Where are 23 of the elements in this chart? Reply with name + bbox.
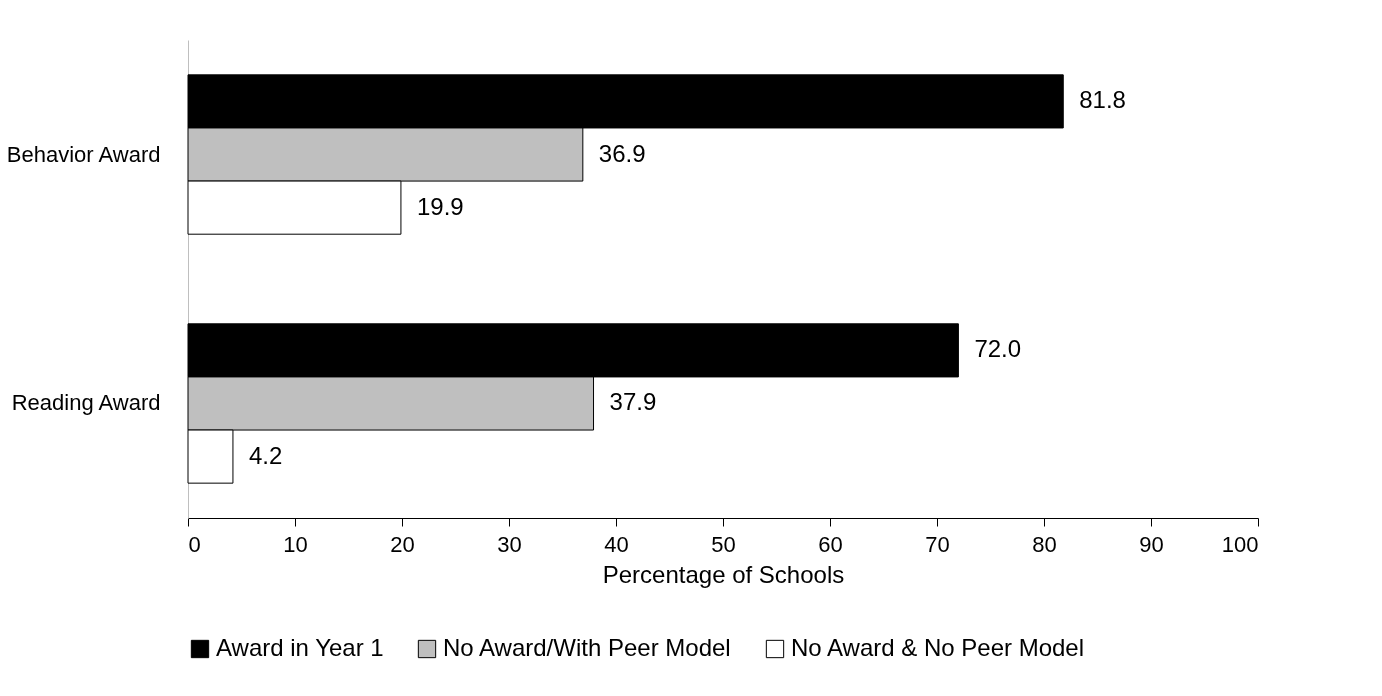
x-tick-label: 10 <box>283 531 308 557</box>
x-tick-label: 50 <box>711 531 736 557</box>
data-label: 37.9 <box>609 388 657 416</box>
data-label: 19.9 <box>416 192 464 220</box>
x-tick-label: 100 <box>1221 531 1259 557</box>
x-tick-label: 90 <box>1139 531 1164 557</box>
legend-label: No Award/With Peer Model <box>443 634 731 661</box>
data-label: 72.0 <box>974 335 1022 363</box>
x-axis-title: Percentage of Schools <box>602 560 845 588</box>
y-tick-label: Behavior Award <box>6 141 161 167</box>
x-tick-label: 30 <box>497 531 522 557</box>
x-tick-label: 0 <box>188 531 201 557</box>
data-label: 81.8 <box>1079 86 1126 114</box>
x-tick-label: 20 <box>390 531 415 557</box>
y-tick-label: Reading Award <box>11 390 161 416</box>
x-tick-label: 70 <box>925 531 950 557</box>
legend-label: Award in Year 1 <box>216 634 384 661</box>
data-label: 4.2 <box>248 441 283 469</box>
x-tick-label: 40 <box>604 531 629 557</box>
data-label: 36.9 <box>598 139 646 167</box>
x-tick-label: 80 <box>1032 531 1057 557</box>
legend-label: No Award & No Peer Model <box>791 634 1085 661</box>
x-tick-label: 60 <box>818 531 843 557</box>
